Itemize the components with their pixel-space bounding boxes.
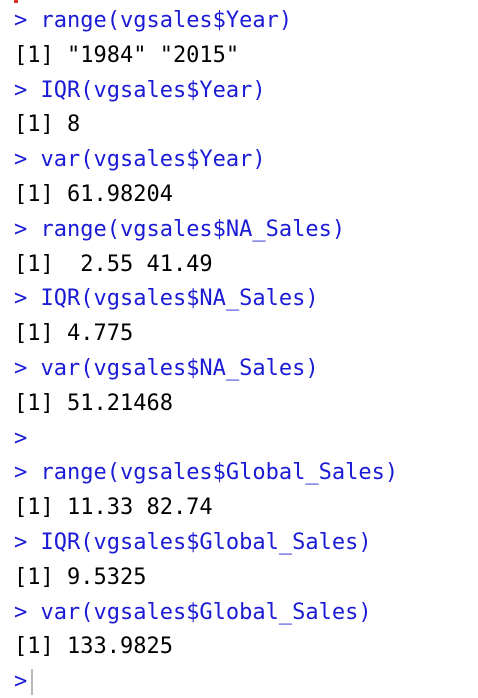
console-output-line: [1] 2.55 41.49 bbox=[14, 251, 213, 277]
console-command-line: > var(vgsales$Year) bbox=[14, 143, 478, 178]
prompt-symbol: > bbox=[14, 425, 28, 451]
console-command-line: > IQR(vgsales$Year) bbox=[14, 74, 478, 109]
prompt-symbol: > bbox=[14, 147, 28, 173]
prompt-symbol: > bbox=[14, 8, 28, 33]
prompt-symbol: > bbox=[14, 669, 28, 695]
prompt-symbol: > bbox=[14, 216, 28, 242]
console-command-line: > range(vgsales$Year) bbox=[14, 4, 478, 39]
console-output-line: [1] 8 bbox=[14, 112, 81, 138]
console-output-line: [1] 61.98204 bbox=[14, 181, 173, 207]
command-text: var(vgsales$Global_Sales) bbox=[27, 599, 372, 625]
prompt-symbol: > bbox=[14, 529, 28, 555]
console-output-line: [1] 133.9825 bbox=[14, 634, 173, 660]
console-command-line: > IQR(vgsales$NA_Sales) bbox=[14, 282, 478, 317]
console-command-line: > range(vgsales$NA_Sales) bbox=[14, 213, 478, 248]
command-text: range(vgsales$Year) bbox=[27, 8, 293, 33]
console-output-line: [1] 4.775 bbox=[14, 321, 134, 347]
prompt-symbol: > bbox=[14, 77, 28, 103]
console-output-line: [1] "1984" "2015" bbox=[14, 42, 240, 68]
command-text: IQR(vgsales$Year) bbox=[27, 77, 266, 103]
prompt-symbol: > bbox=[14, 286, 28, 312]
console-command-line: > var(vgsales$Global_Sales) bbox=[14, 596, 478, 631]
console-command-line: > var(vgsales$NA_Sales) bbox=[14, 352, 478, 387]
prompt-symbol: > bbox=[14, 355, 28, 381]
command-text: IQR(vgsales$NA_Sales) bbox=[27, 286, 319, 312]
console-command-line: > IQR(vgsales$Global_Sales) bbox=[14, 526, 478, 561]
command-text: range(vgsales$NA_Sales) bbox=[27, 216, 346, 242]
prompt-symbol: > bbox=[14, 460, 28, 486]
console-output-line: [1] 51.21468 bbox=[14, 390, 173, 416]
text-cursor bbox=[31, 669, 34, 696]
command-text: range(vgsales$Global_Sales) bbox=[27, 460, 399, 486]
command-text: var(vgsales$Year) bbox=[27, 147, 266, 173]
command-text: IQR(vgsales$Global_Sales) bbox=[27, 529, 372, 555]
console-input-line[interactable]: > bbox=[14, 665, 478, 698]
command-text: var(vgsales$NA_Sales) bbox=[27, 355, 319, 381]
console-output-line: [1] 11.33 82.74 bbox=[14, 495, 213, 521]
scroll-indicator-mark bbox=[14, 0, 18, 3]
console-command-line: > range(vgsales$Global_Sales) bbox=[14, 456, 478, 491]
console-empty-prompt-line: > bbox=[14, 422, 478, 457]
console-output-line: [1] 9.5325 bbox=[14, 564, 147, 590]
prompt-symbol: > bbox=[14, 599, 28, 625]
